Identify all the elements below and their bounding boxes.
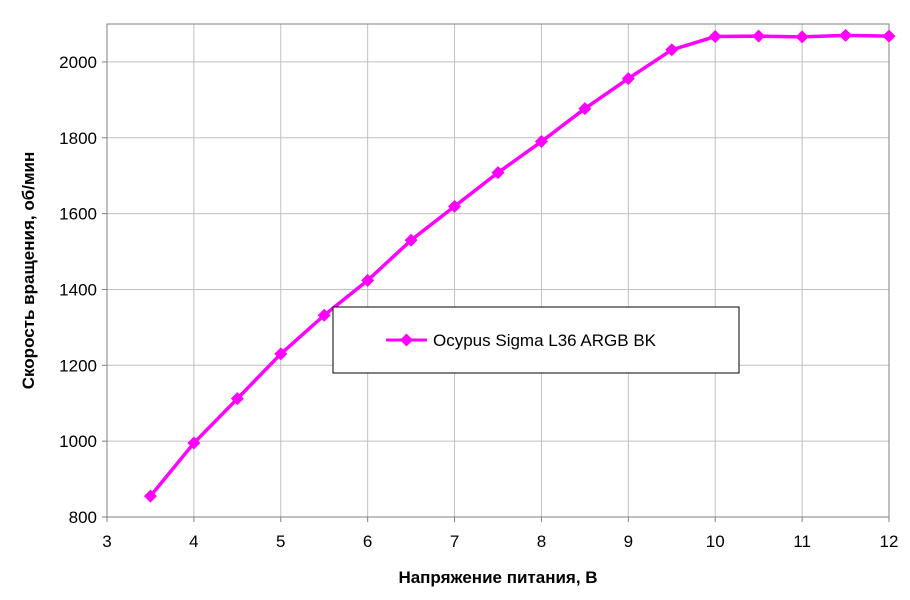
y-tick-label: 2000 (59, 53, 97, 72)
series-line (149, 33, 890, 498)
x-tick-label: 11 (793, 532, 811, 551)
x-tick-label: 4 (189, 532, 198, 551)
y-tick-label: 1000 (59, 432, 97, 451)
data-point (578, 102, 592, 116)
legend-label: Ocypus Sigma L36 ARGB BK (433, 331, 657, 350)
data-point (534, 135, 548, 149)
x-tick-label: 6 (363, 532, 372, 551)
series-layer (143, 28, 896, 503)
y-tick-label: 1200 (59, 356, 97, 375)
y-tick-label: 1600 (59, 205, 97, 224)
legend: Ocypus Sigma L36 ARGB BK (332, 306, 740, 374)
data-point (665, 43, 679, 57)
x-tick-label: 9 (624, 532, 633, 551)
x-tick-label: 12 (880, 532, 899, 551)
x-tick-label: 5 (276, 532, 285, 551)
data-point (708, 30, 722, 44)
data-point (448, 199, 462, 213)
y-axis: 800 1000 1200 1400 1600 1800 2000 (59, 53, 107, 527)
data-point (317, 308, 331, 322)
x-tick-label: 10 (706, 532, 725, 551)
data-point (404, 233, 418, 247)
x-tick-label: 8 (537, 532, 546, 551)
legend-marker-swatch (400, 333, 413, 347)
plot-area (106, 23, 890, 518)
x-tick-label: 3 (102, 532, 111, 551)
data-point (143, 489, 157, 503)
data-point (361, 273, 375, 287)
data-point (621, 72, 635, 86)
data-point (274, 347, 288, 361)
x-axis: 3 4 5 6 7 8 9 10 11 12 (102, 517, 898, 551)
data-point (882, 29, 896, 43)
y-tick-label: 800 (69, 508, 97, 527)
data-point (187, 436, 201, 450)
y-axis-title: Скорость вращения, об/мин (19, 152, 38, 390)
x-axis-title: Напряжение питания, В (398, 568, 597, 587)
data-point (839, 28, 853, 42)
data-point (795, 30, 809, 44)
x-tick-label: 7 (450, 532, 459, 551)
data-point (752, 29, 766, 43)
grid (107, 24, 889, 517)
data-point (230, 392, 244, 406)
y-tick-label: 1400 (59, 280, 97, 299)
data-point (491, 166, 505, 180)
y-tick-label: 1800 (59, 129, 97, 148)
